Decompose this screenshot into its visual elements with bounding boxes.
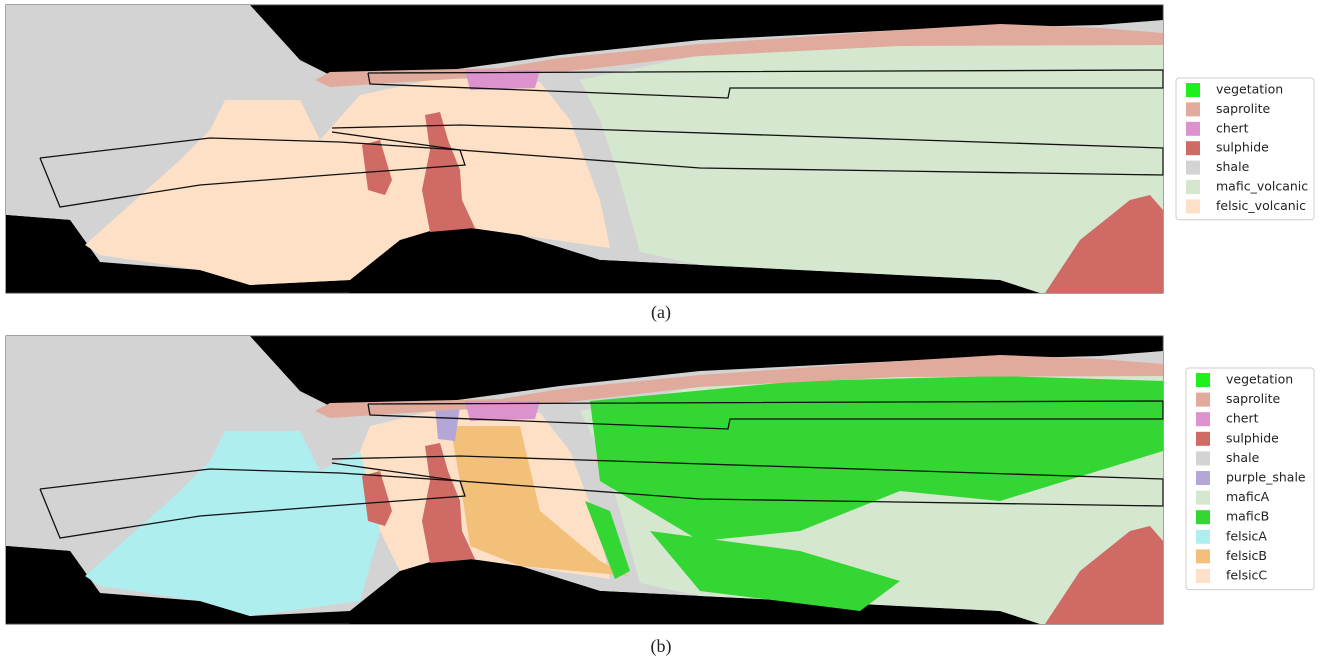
map-a — [6, 5, 1163, 293]
legend-label: felsic_volcanic — [1216, 198, 1306, 213]
legend-label: sulphide — [1226, 430, 1279, 445]
legend-label: maficB — [1226, 509, 1269, 524]
legend-label: saprolite — [1226, 391, 1280, 406]
map-b — [6, 336, 1163, 624]
legend-swatch — [1196, 393, 1210, 407]
legend-label: maficA — [1226, 489, 1270, 504]
legend-swatch — [1196, 451, 1210, 465]
legend-swatch — [1186, 199, 1200, 213]
legend-swatch — [1196, 412, 1210, 426]
legend-swatch — [1196, 569, 1210, 583]
legend-swatch — [1186, 141, 1200, 155]
legend-swatch — [1196, 432, 1210, 446]
legend-label: vegetation — [1226, 372, 1293, 387]
figure: (a) (b) vegetation saprolite chert sulphide… — [0, 0, 1334, 663]
legend-label: vegetation — [1216, 82, 1283, 97]
caption: (a) — [651, 302, 671, 323]
legend-label: shale — [1226, 450, 1260, 465]
legend-label: felsicC — [1226, 568, 1267, 583]
legend-label: sulphide — [1216, 140, 1269, 155]
legend-label: chert — [1216, 120, 1249, 135]
legend-swatch — [1186, 102, 1200, 116]
legend-swatch — [1186, 122, 1200, 136]
legend-label: shale — [1216, 159, 1250, 174]
legend-swatch — [1186, 161, 1200, 175]
legend-swatch — [1196, 373, 1210, 387]
legend-swatch — [1196, 510, 1210, 524]
legend-label: saprolite — [1216, 101, 1270, 116]
caption: (b) — [651, 636, 672, 657]
legend-swatch — [1196, 471, 1210, 485]
legend-swatch — [1196, 549, 1210, 563]
legend-swatch — [1196, 491, 1210, 505]
page: {"panels": [ {"caption": "(a)", "legend"… — [0, 0, 1334, 667]
legend-label: felsicA — [1226, 528, 1267, 543]
legend-label: mafic_volcanic — [1216, 179, 1308, 194]
legend-label: chert — [1226, 411, 1259, 426]
legend-label: purple_shale — [1226, 470, 1306, 485]
legend-swatch — [1186, 83, 1200, 97]
legend-label: felsicB — [1226, 548, 1267, 563]
legend-swatch — [1186, 180, 1200, 194]
legend-swatch — [1196, 530, 1210, 544]
